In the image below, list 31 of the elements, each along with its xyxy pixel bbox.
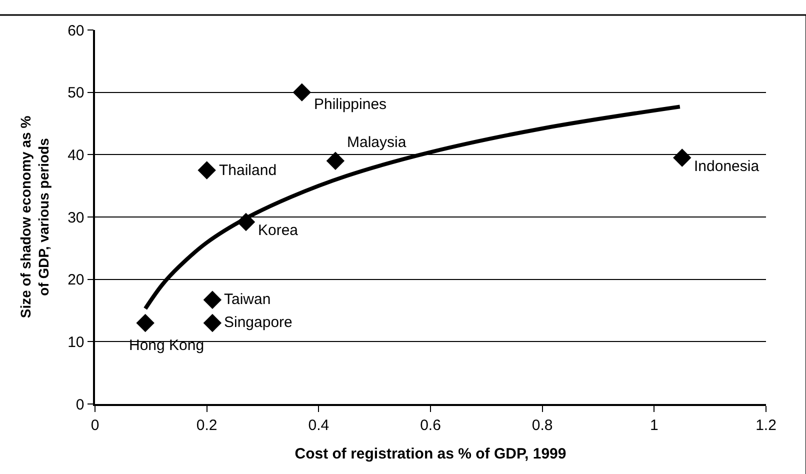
annotation: Korea — [258, 222, 299, 239]
x-tick-label: 1.2 — [756, 416, 776, 434]
annotation: Malaysia — [347, 134, 407, 151]
point — [673, 148, 692, 167]
x-tick-label: 0.6 — [420, 416, 441, 434]
y-tick-label: 0 — [76, 396, 84, 414]
y-tick-label: 50 — [68, 84, 84, 102]
x-tick-label: 0.8 — [532, 416, 553, 434]
x-tick-label: 1 — [650, 416, 658, 434]
x-tick-label: 0.2 — [196, 416, 218, 434]
annotation: Thailand — [219, 162, 277, 179]
y-tick-label: 60 — [68, 22, 84, 40]
annotation: Indonesia — [694, 158, 760, 175]
point — [136, 314, 154, 332]
x-axis-title: Cost of registration as % of GDP, 1999 — [294, 445, 566, 462]
y-tick-label: 10 — [68, 334, 84, 351]
point — [292, 83, 311, 102]
point — [203, 290, 222, 309]
annotation: Hong Kong — [129, 337, 204, 354]
x-tick-label: 0.4 — [308, 416, 330, 434]
y-tick-label: 40 — [68, 146, 84, 164]
annotation: Philippines — [314, 96, 387, 113]
x-tick-label: 0 — [90, 416, 100, 434]
point — [203, 314, 222, 332]
annotation: Taiwan — [224, 291, 271, 308]
point — [326, 152, 345, 170]
point — [198, 161, 216, 180]
y-tick-label: 30 — [68, 209, 84, 226]
annotation: Singapore — [224, 314, 292, 331]
y-tick-label: 20 — [68, 272, 84, 289]
y-axis-title: Size of shadow economy as % of GDP, various periods — [17, 115, 52, 318]
